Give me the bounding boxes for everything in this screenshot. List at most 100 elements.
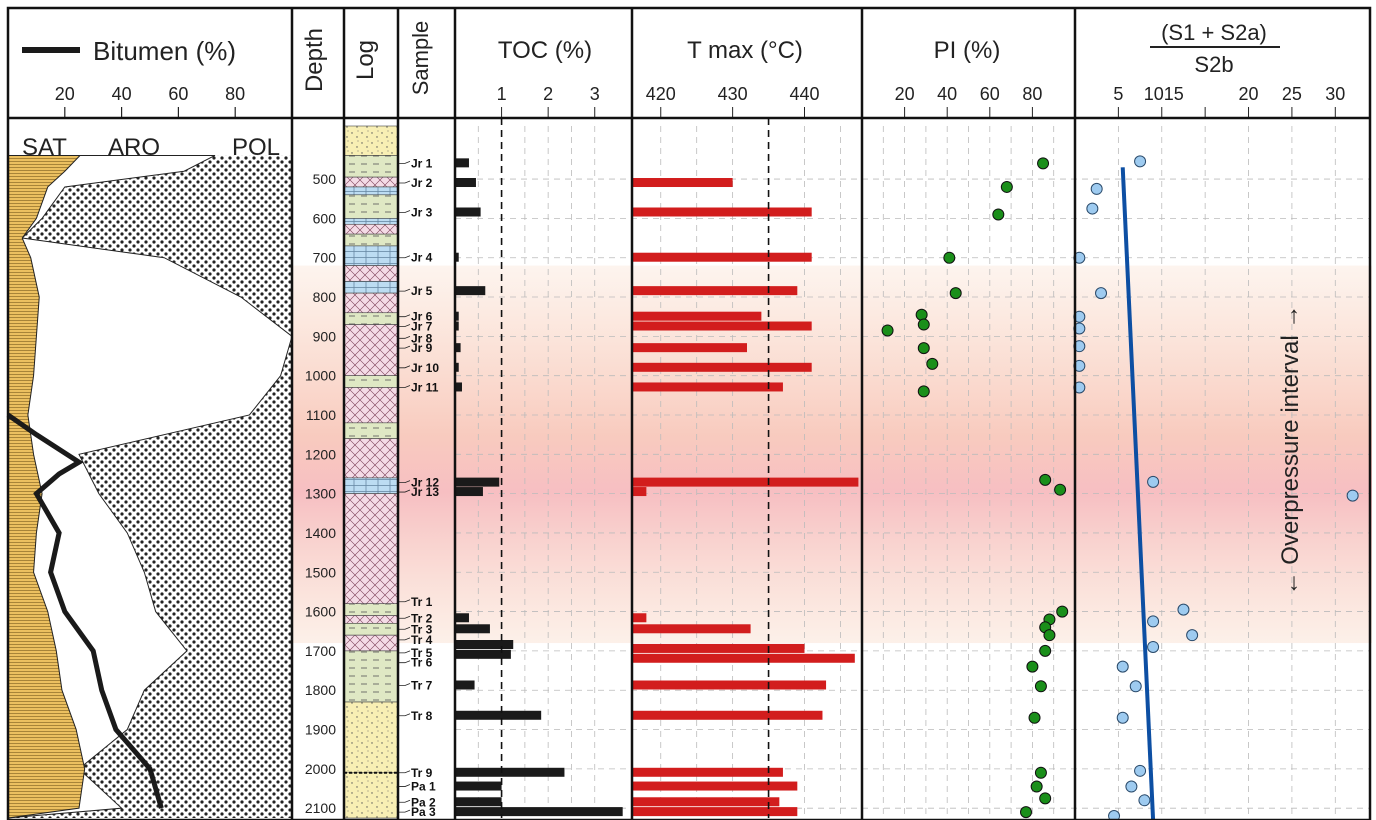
pi-point xyxy=(1026,660,1039,673)
sample-label: Tr 4 xyxy=(411,633,433,647)
tmax-bar xyxy=(632,286,798,296)
pi-point xyxy=(915,308,928,321)
ratio-point xyxy=(1129,680,1142,693)
tmax-header: T max (°C) xyxy=(687,37,803,64)
toc-bar xyxy=(455,321,459,331)
depth-tick-label: 2000 xyxy=(305,761,336,777)
pi-point xyxy=(1054,483,1067,496)
sample-label: Pa 1 xyxy=(411,780,436,794)
ratio-point xyxy=(1125,780,1138,793)
lithology-layer xyxy=(343,292,399,314)
tmax-tick-label: 430 xyxy=(718,84,748,104)
tmax-bar xyxy=(632,321,812,331)
pi-point xyxy=(1000,180,1013,193)
pi-point xyxy=(1020,806,1033,819)
toc-tick-label: 2 xyxy=(543,84,553,104)
toc-bar xyxy=(455,487,483,497)
ratio-point xyxy=(1095,287,1108,300)
sample-leader xyxy=(398,480,411,484)
ratio-point xyxy=(1134,155,1147,168)
sample-label: Jr 12 xyxy=(411,476,439,490)
toc-bar xyxy=(455,640,514,649)
toc-bar xyxy=(455,680,475,690)
tmax-tick-label: 440 xyxy=(789,84,819,104)
lithology-layer xyxy=(343,615,399,624)
depth-tick-label: 1200 xyxy=(305,446,336,462)
lithology-layer xyxy=(343,387,399,424)
lithology-layer xyxy=(343,265,399,282)
sample-leader xyxy=(398,626,411,630)
depth-tick-label: 1500 xyxy=(305,564,336,580)
toc-tick-label: 1 xyxy=(497,84,507,104)
toc-bar xyxy=(455,477,500,487)
tmax-bar xyxy=(632,624,751,634)
sample-label: Jr 2 xyxy=(411,176,433,190)
sample-leader xyxy=(398,637,411,641)
ratio-tick-label: 30 xyxy=(1325,84,1345,104)
lithology-layer xyxy=(343,438,399,479)
sample-leader xyxy=(398,713,411,717)
sample-label: Jr 4 xyxy=(411,251,433,265)
bitumen-tick-label: 20 xyxy=(55,84,75,104)
sample-leader xyxy=(398,650,411,654)
sample-label: Pa 2 xyxy=(411,795,436,809)
tmax-tick-label: 420 xyxy=(646,84,676,104)
ratio-point xyxy=(1177,603,1190,616)
lithology-layer xyxy=(343,603,399,616)
lithology-layer xyxy=(343,176,399,188)
lithology-layer xyxy=(343,245,399,266)
depth-tick-label: 800 xyxy=(313,289,337,305)
ratio-point xyxy=(1086,202,1099,215)
lithology-layer xyxy=(343,650,399,703)
depth-tick-label: 2100 xyxy=(305,800,336,816)
pol-label: POL xyxy=(232,134,280,161)
bitumen-legend: Bitumen (%) xyxy=(22,36,236,66)
sample-leader xyxy=(398,770,411,774)
sample-leader xyxy=(398,180,411,184)
sample-leader xyxy=(398,615,411,619)
depth-tick-label: 500 xyxy=(313,171,337,187)
pi-point xyxy=(943,251,956,264)
tmax-bar xyxy=(632,613,647,623)
lithology-layer xyxy=(343,324,399,376)
lithology-layer xyxy=(343,634,399,652)
lithology-layer xyxy=(343,218,399,225)
tmax-bar xyxy=(632,797,780,807)
figure-frame xyxy=(6,6,1372,820)
toc-bar xyxy=(455,343,461,353)
aro-fraction-area xyxy=(7,154,293,819)
sample-label: Jr 3 xyxy=(411,206,433,220)
pi-point xyxy=(1037,157,1050,170)
depth-tick-label: 600 xyxy=(313,210,337,226)
toc-bar xyxy=(455,767,565,777)
tmax-bar xyxy=(632,477,859,487)
toc-bar xyxy=(455,797,502,807)
lithology-layer xyxy=(343,155,399,178)
toc-bar xyxy=(455,382,462,392)
ratio-numerator-header: (S1 + S2a) xyxy=(1161,20,1267,45)
sample-leader xyxy=(398,660,411,664)
sat-fraction-area xyxy=(7,154,86,819)
depth-tick-label: 1600 xyxy=(305,604,336,620)
depth-tick-label: 900 xyxy=(313,328,337,344)
sample-leader xyxy=(398,365,411,369)
depth-tick-label: 1700 xyxy=(305,643,336,659)
lithology-layer xyxy=(343,223,399,235)
sample-leader xyxy=(398,160,411,164)
bitumen-tick-label: 80 xyxy=(225,84,245,104)
sample-leader xyxy=(398,255,411,259)
sample-leader xyxy=(398,683,411,686)
lithology-layer xyxy=(343,186,399,196)
lithology-layer xyxy=(343,493,399,605)
tmax-bar xyxy=(632,487,647,497)
sample-leader xyxy=(398,288,411,292)
depth-tick-label: 1800 xyxy=(305,682,336,698)
lithology-layer xyxy=(343,701,399,774)
lithology-layer xyxy=(343,281,399,294)
toc-bar xyxy=(455,286,486,296)
ratio-point xyxy=(1138,794,1151,807)
lithology-layer xyxy=(343,422,399,439)
depth-header: Depth xyxy=(301,28,328,92)
tmax-bar xyxy=(632,311,762,321)
